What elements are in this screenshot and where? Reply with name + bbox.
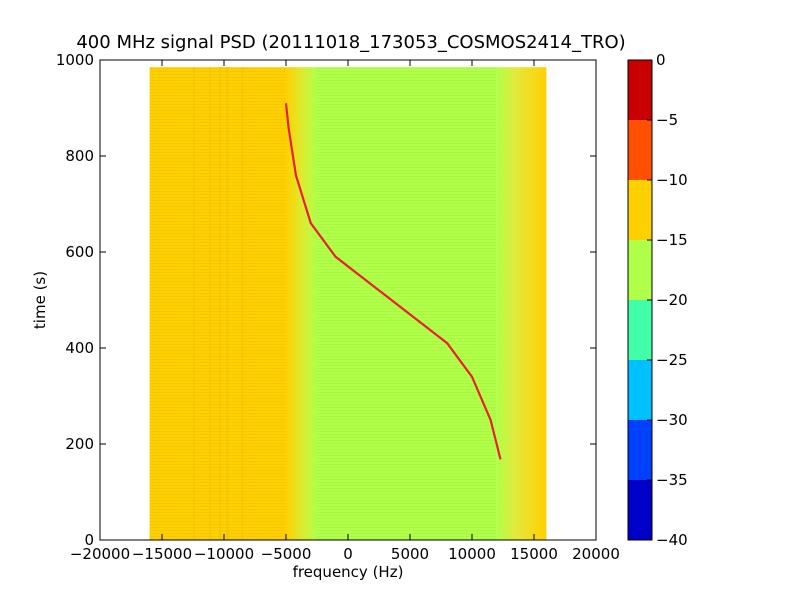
y-tick-label: 600	[65, 243, 94, 261]
y-tick-label: 0	[84, 531, 94, 549]
y-axis: 0 200 400 600 800 1000	[56, 51, 596, 549]
x-tick-label: 20000	[572, 545, 620, 563]
colorbar-tick-label: −35	[656, 471, 688, 489]
colorbar-tick-label: −40	[656, 531, 688, 549]
colorbar-tick-label: −25	[656, 351, 688, 369]
heatmap	[149, 67, 547, 540]
signal-trace	[284, 103, 502, 460]
colorbar-tick-label: −5	[656, 111, 678, 129]
colorbar-tick-label: −10	[656, 171, 688, 189]
colorbar-segment	[628, 420, 652, 480]
colorbar-tick-label: −15	[656, 231, 688, 249]
colorbar-segment	[628, 480, 652, 540]
x-tick-label: −15000	[132, 545, 192, 563]
colorbar-segment	[628, 240, 652, 300]
colorbar-tick-label: 0	[656, 51, 666, 69]
heatmap-streak	[226, 67, 229, 540]
y-axis-label: time (s)	[31, 271, 49, 329]
heatmap-streak	[219, 67, 222, 540]
x-axis: −20000 −15000 −10000 −5000 0 5000 10000 15000 20…	[70, 60, 620, 563]
heatmap-streak	[193, 67, 195, 540]
heatmap-region-low-frequency-band	[149, 67, 286, 540]
colorbar-segment	[628, 300, 652, 360]
x-tick-label: 5000	[391, 545, 429, 563]
y-tick-label: 1000	[56, 51, 94, 69]
y-tick-label: 400	[65, 339, 94, 357]
plot-area	[99, 59, 597, 541]
x-tick-label: 0	[343, 545, 353, 563]
colorbar-segment	[628, 360, 652, 420]
y-tick-label: 800	[65, 147, 94, 165]
colorbar-segment	[628, 60, 652, 120]
heatmap-region-background	[317, 67, 497, 540]
x-tick-label: −20000	[70, 545, 130, 563]
chart-title: 400 MHz signal PSD (20111018_173053_COSM…	[76, 32, 625, 53]
x-tick-label: 10000	[448, 545, 496, 563]
heatmap-streak	[209, 67, 212, 540]
x-tick-label: −10000	[194, 545, 254, 563]
colorbar-tick-label: −30	[656, 411, 688, 429]
x-tick-label: −5000	[261, 545, 312, 563]
x-axis-label: frequency (Hz)	[293, 563, 404, 581]
x-tick-label: 15000	[510, 545, 558, 563]
heatmap-streak	[241, 67, 244, 540]
colorbar-tick-label: −20	[656, 291, 688, 309]
heatmap-region-high-frequency-edge	[496, 67, 547, 540]
colorbar-segment	[628, 120, 652, 180]
colorbar-segment	[628, 180, 652, 240]
y-tick-label: 200	[65, 435, 94, 453]
colorbar: −40 −35 −30 −25 −20 −15 −10 −5 0	[627, 51, 688, 549]
